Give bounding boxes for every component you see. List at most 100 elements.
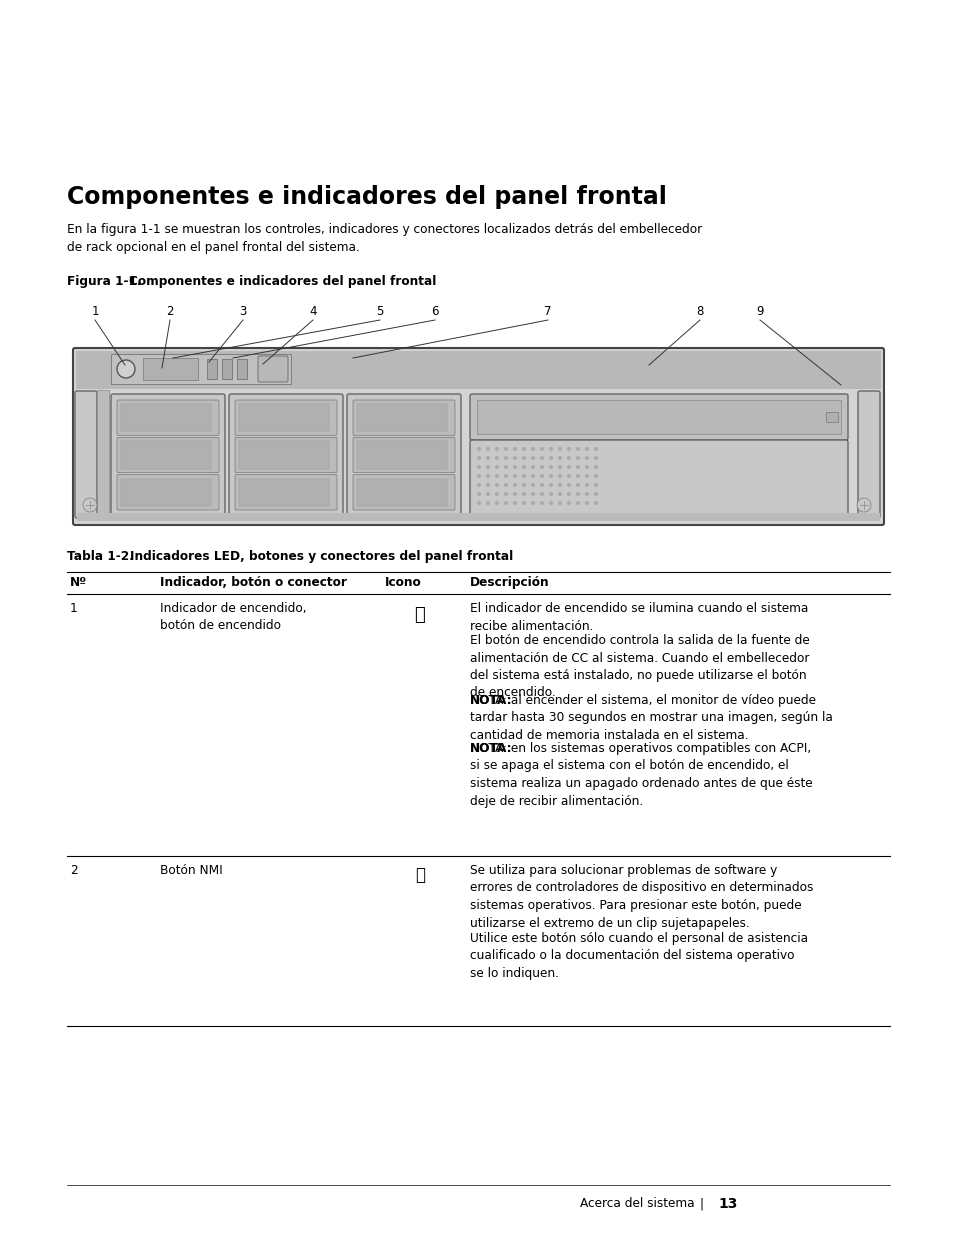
Circle shape	[476, 483, 480, 487]
Circle shape	[539, 456, 543, 459]
Bar	[121, 441, 211, 468]
Circle shape	[531, 447, 535, 451]
Circle shape	[521, 492, 525, 496]
Circle shape	[513, 456, 517, 459]
Circle shape	[521, 474, 525, 478]
Circle shape	[513, 466, 517, 469]
FancyBboxPatch shape	[117, 437, 219, 473]
FancyBboxPatch shape	[117, 400, 219, 435]
FancyBboxPatch shape	[470, 440, 847, 517]
Circle shape	[476, 492, 480, 496]
Circle shape	[531, 456, 535, 459]
Bar	[356, 479, 447, 506]
Text: |: |	[700, 1197, 703, 1210]
Circle shape	[594, 474, 598, 478]
Circle shape	[503, 501, 507, 505]
Circle shape	[503, 492, 507, 496]
Circle shape	[495, 483, 498, 487]
Circle shape	[584, 456, 588, 459]
Circle shape	[539, 501, 543, 505]
Text: Nº: Nº	[70, 576, 87, 589]
Circle shape	[539, 474, 543, 478]
Circle shape	[503, 466, 507, 469]
Circle shape	[594, 447, 598, 451]
Circle shape	[476, 501, 480, 505]
Circle shape	[513, 483, 517, 487]
Circle shape	[584, 447, 588, 451]
FancyBboxPatch shape	[229, 394, 343, 517]
Circle shape	[566, 474, 571, 478]
Circle shape	[566, 456, 571, 459]
Text: Icono: Icono	[385, 576, 421, 589]
Circle shape	[584, 483, 588, 487]
Circle shape	[584, 474, 588, 478]
Bar	[77, 513, 879, 521]
Text: Utilice este botón sólo cuando el personal de asistencia
cualificado o la docume: Utilice este botón sólo cuando el person…	[470, 932, 807, 981]
Circle shape	[513, 492, 517, 496]
Text: Botón NMI: Botón NMI	[160, 864, 222, 877]
Circle shape	[539, 483, 543, 487]
Circle shape	[576, 447, 579, 451]
Bar	[239, 479, 329, 506]
FancyBboxPatch shape	[73, 348, 883, 525]
Circle shape	[594, 466, 598, 469]
Circle shape	[521, 501, 525, 505]
Text: 2: 2	[70, 864, 77, 877]
Circle shape	[576, 501, 579, 505]
Bar	[222, 359, 232, 379]
Circle shape	[503, 456, 507, 459]
Bar	[76, 351, 880, 389]
Text: Descripción: Descripción	[470, 576, 549, 589]
Circle shape	[513, 447, 517, 451]
Bar	[239, 441, 329, 468]
Circle shape	[594, 483, 598, 487]
Circle shape	[548, 456, 553, 459]
Text: NOTA:: NOTA:	[470, 694, 512, 706]
Circle shape	[531, 466, 535, 469]
Circle shape	[485, 466, 490, 469]
Circle shape	[558, 447, 561, 451]
Circle shape	[558, 466, 561, 469]
Circle shape	[513, 474, 517, 478]
Circle shape	[485, 501, 490, 505]
Text: 7: 7	[543, 305, 551, 317]
Circle shape	[485, 483, 490, 487]
Text: Tabla 1-2.: Tabla 1-2.	[67, 550, 133, 563]
Circle shape	[584, 501, 588, 505]
Circle shape	[558, 474, 561, 478]
FancyBboxPatch shape	[111, 394, 225, 517]
FancyBboxPatch shape	[857, 391, 879, 517]
Bar	[356, 441, 447, 468]
Circle shape	[495, 501, 498, 505]
Bar	[825, 412, 837, 422]
Circle shape	[521, 447, 525, 451]
FancyBboxPatch shape	[353, 437, 455, 473]
Bar	[207, 359, 216, 379]
Circle shape	[539, 492, 543, 496]
Circle shape	[521, 483, 525, 487]
FancyBboxPatch shape	[234, 437, 336, 473]
Circle shape	[495, 447, 498, 451]
Circle shape	[558, 456, 561, 459]
Text: 4: 4	[309, 305, 316, 317]
Text: 13: 13	[718, 1197, 737, 1212]
Circle shape	[576, 483, 579, 487]
FancyBboxPatch shape	[470, 394, 847, 440]
Text: Indicadores LED, botones y conectores del panel frontal: Indicadores LED, botones y conectores de…	[130, 550, 513, 563]
Circle shape	[495, 474, 498, 478]
Circle shape	[83, 498, 97, 513]
FancyBboxPatch shape	[75, 391, 97, 517]
FancyBboxPatch shape	[347, 394, 460, 517]
Text: 1: 1	[91, 305, 99, 317]
Text: 5: 5	[375, 305, 383, 317]
Text: 3: 3	[239, 305, 247, 317]
Circle shape	[513, 501, 517, 505]
Text: Se utiliza para solucionar problemas de software y
errores de controladores de d: Se utiliza para solucionar problemas de …	[470, 864, 813, 930]
Circle shape	[856, 498, 870, 513]
Bar	[239, 404, 329, 431]
Circle shape	[594, 492, 598, 496]
Text: NOTA: en los sistemas operativos compatibles con ACPI,
si se apaga el sistema co: NOTA: en los sistemas operativos compati…	[470, 742, 812, 808]
Circle shape	[495, 466, 498, 469]
Circle shape	[531, 492, 535, 496]
Circle shape	[584, 492, 588, 496]
